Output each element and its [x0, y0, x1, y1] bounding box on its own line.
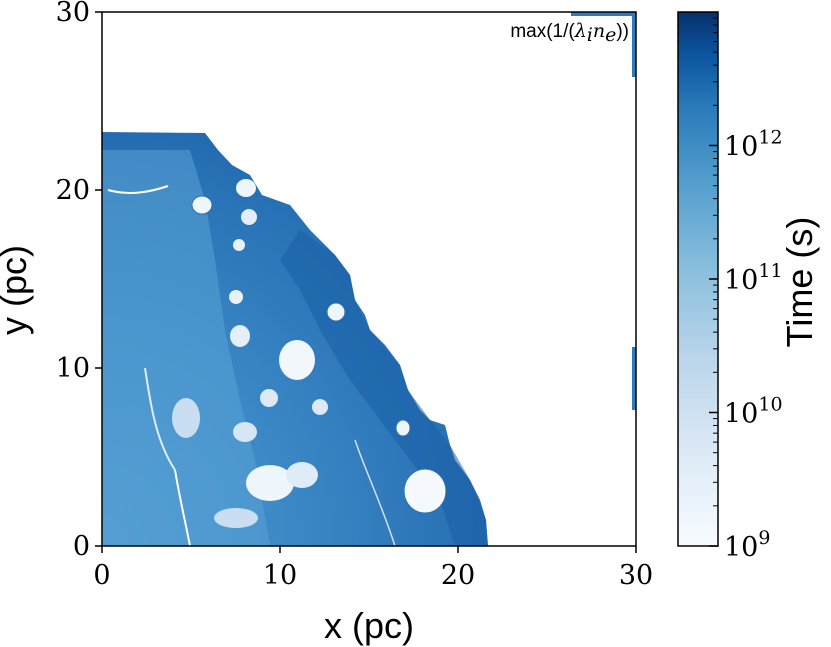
x-tick-label: 30 [619, 560, 653, 591]
inner-shade [102, 150, 270, 546]
y-axis-ticks: 0 10 20 30 [56, 0, 102, 562]
annotation-label: max(1/(λine)) [510, 20, 629, 46]
y-axis-label: y (pc) [0, 245, 34, 335]
y-tick-label: 10 [56, 353, 90, 384]
edge-sliver-top [571, 12, 636, 16]
clumps [107, 179, 447, 546]
colorbar-ticks: 109 1010 1011 1012 [709, 17, 783, 563]
plot-frame [101, 11, 637, 547]
edge-sliver-right-top [632, 14, 636, 77]
colorbar-label: Time (s) [779, 217, 820, 348]
colorbar-tick-label: 1011 [724, 260, 783, 296]
heatmap-field [102, 12, 636, 546]
x-tick-label: 20 [441, 560, 475, 591]
x-axis-ticks: 0 10 20 30 [93, 546, 653, 591]
colorbar-tick-label: 1012 [724, 127, 783, 163]
edge-sliver-right-mid [632, 347, 636, 410]
y-tick-label: 20 [56, 175, 90, 206]
colorbar-tick-label: 109 [724, 527, 770, 563]
x-axis-label: x (pc) [324, 605, 414, 646]
x-tick-label: 10 [263, 560, 297, 591]
y-tick-label: 0 [73, 531, 90, 562]
colorbar-tick-label: 1010 [724, 394, 783, 430]
y-tick-label: 30 [56, 0, 90, 28]
x-tick-label: 0 [93, 560, 110, 591]
